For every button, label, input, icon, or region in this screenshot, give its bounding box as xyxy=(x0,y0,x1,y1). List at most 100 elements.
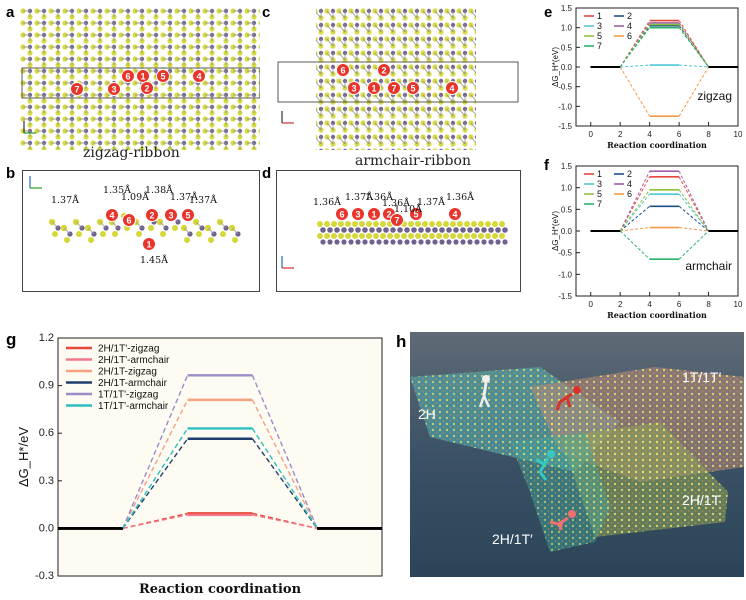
y-axis-label: ΔG_H*(eV) xyxy=(551,211,560,251)
site-marker: 6 xyxy=(121,69,135,83)
legend-entry: 5 xyxy=(597,189,602,199)
bond-length-label: 1.37Å xyxy=(189,194,217,206)
series-2 xyxy=(590,24,738,68)
site-marker: 4 xyxy=(105,208,119,222)
x-tick-label: 8 xyxy=(706,300,711,309)
svg-text:4: 4 xyxy=(196,72,201,82)
site-marker: 5 xyxy=(409,207,423,221)
x-tick-label: 4 xyxy=(647,130,652,139)
svg-text:3: 3 xyxy=(168,211,173,221)
series-segment xyxy=(251,428,318,529)
legend-entry: 2H/1T-armchair xyxy=(98,378,168,389)
series-segment xyxy=(619,27,651,68)
series-segment xyxy=(620,64,650,68)
site-marker: 4 xyxy=(445,81,459,95)
bond-length-label: 1.09Å xyxy=(121,191,149,203)
x-tick-label: 0 xyxy=(589,130,594,139)
x-tick-label: 6 xyxy=(677,300,682,309)
series-segment xyxy=(678,24,709,68)
site-marker: 6 xyxy=(336,63,350,77)
bond-length-label: 1.37Å xyxy=(417,196,445,208)
x-tick-label: 6 xyxy=(677,130,682,139)
svg-text:2: 2 xyxy=(149,211,154,221)
series-7 xyxy=(590,230,738,260)
climber-cyan-icon xyxy=(535,450,555,481)
bond-length-label: 1.45Å xyxy=(140,254,168,266)
legend-entry: 4 xyxy=(627,21,632,31)
y-tick-label: 1.5 xyxy=(561,4,573,13)
svg-text:4: 4 xyxy=(449,84,454,94)
legend-entry: 4 xyxy=(627,179,632,189)
bond-length-label: 1.38Å xyxy=(145,184,173,196)
y-tick-label: -1.5 xyxy=(558,292,572,301)
legend-entry: 6 xyxy=(627,189,632,199)
site-marker: 3 xyxy=(351,207,365,221)
legend-entry: 2H/1T-zigzag xyxy=(98,367,157,378)
y-tick-label: 0.5 xyxy=(561,43,573,52)
site-marker: 5 xyxy=(181,208,195,222)
site-marker: 7 xyxy=(387,81,401,95)
svg-text:5: 5 xyxy=(160,72,165,82)
series-4 xyxy=(590,22,738,68)
svg-text:5: 5 xyxy=(413,210,418,220)
panel-label-b: b xyxy=(6,165,16,182)
site-marker: 4 xyxy=(192,69,206,83)
y-tick-label: 0.0 xyxy=(561,227,573,236)
site-marker: 5 xyxy=(156,69,170,83)
site-marker: 1 xyxy=(367,81,381,95)
x-tick-label: 10 xyxy=(734,130,743,139)
legend-entry: 2H/1T'-armchair xyxy=(98,355,170,366)
lying-figure-pink-icon xyxy=(549,510,576,531)
site-marker: 3 xyxy=(107,82,121,96)
y-tick-label: 1.0 xyxy=(561,184,573,193)
y-tick-label: -0.5 xyxy=(558,83,572,92)
legend-entry: 2 xyxy=(627,11,632,21)
series-segment xyxy=(251,438,318,529)
label-1T-1Tp: 1T/1T′ xyxy=(682,369,722,385)
site-marker: 2 xyxy=(140,81,154,95)
site-marker: 1 xyxy=(136,69,150,83)
series-segment xyxy=(122,375,189,529)
series-segment xyxy=(679,64,709,68)
series-segment xyxy=(678,66,709,117)
legend-entry: 6 xyxy=(627,31,632,41)
series-segment xyxy=(619,20,651,68)
x-axis-label: Reaction coordination xyxy=(607,140,707,150)
svg-text:6: 6 xyxy=(340,66,345,76)
y-tick-label: -1.5 xyxy=(558,122,572,131)
y-tick-label: -0.5 xyxy=(558,249,572,258)
x-axis-label: Reaction coordination xyxy=(607,310,707,320)
plot-frame xyxy=(57,337,383,577)
site-marker: 3 xyxy=(347,81,361,95)
y-tick-label: 0.0 xyxy=(561,63,573,72)
panel-label-g: g xyxy=(6,330,17,349)
svg-text:6: 6 xyxy=(126,216,131,226)
legend-entry: 1T/1T'-armchair xyxy=(98,401,169,412)
svg-text:4: 4 xyxy=(452,210,457,220)
svg-text:2: 2 xyxy=(144,84,149,94)
legend-entry: 7 xyxy=(597,41,602,51)
svg-text:3: 3 xyxy=(111,85,116,95)
y-tick-label: 1.5 xyxy=(561,162,573,171)
climber-red-icon xyxy=(555,386,581,411)
series-segment xyxy=(678,170,709,232)
series-segment xyxy=(122,428,189,529)
series-segment xyxy=(122,514,188,530)
bond-length-label: 1.10Å xyxy=(394,203,422,215)
walker-white-icon xyxy=(478,375,491,408)
heterophase-illustration: 2H 1T/1T′ 2H/1T 2H/1T′ xyxy=(410,332,744,577)
y-tick-label: 1.0 xyxy=(561,24,573,33)
legend-entry: 2 xyxy=(627,169,632,179)
zigzag-side-view: 4 6 2 3 511.37Å1.35Å1.09Å1.38Å1.37Å1.37Å1.45… xyxy=(22,170,260,292)
bond-length-label: 1.36Å xyxy=(313,196,341,208)
site-marker: 3 xyxy=(164,208,178,222)
y-tick-label: -1.0 xyxy=(558,102,572,111)
svg-text:5: 5 xyxy=(185,211,190,221)
legend-entry: 2H/1T'-zigzag xyxy=(98,344,159,355)
label-2H: 2H xyxy=(418,406,436,422)
bond-length-label: 1.35Å xyxy=(103,184,131,196)
svg-text:3: 3 xyxy=(355,210,360,220)
site-marker: 6 xyxy=(335,207,349,221)
legend-entry: 5 xyxy=(597,31,602,41)
legend-entry: 7 xyxy=(597,199,602,209)
